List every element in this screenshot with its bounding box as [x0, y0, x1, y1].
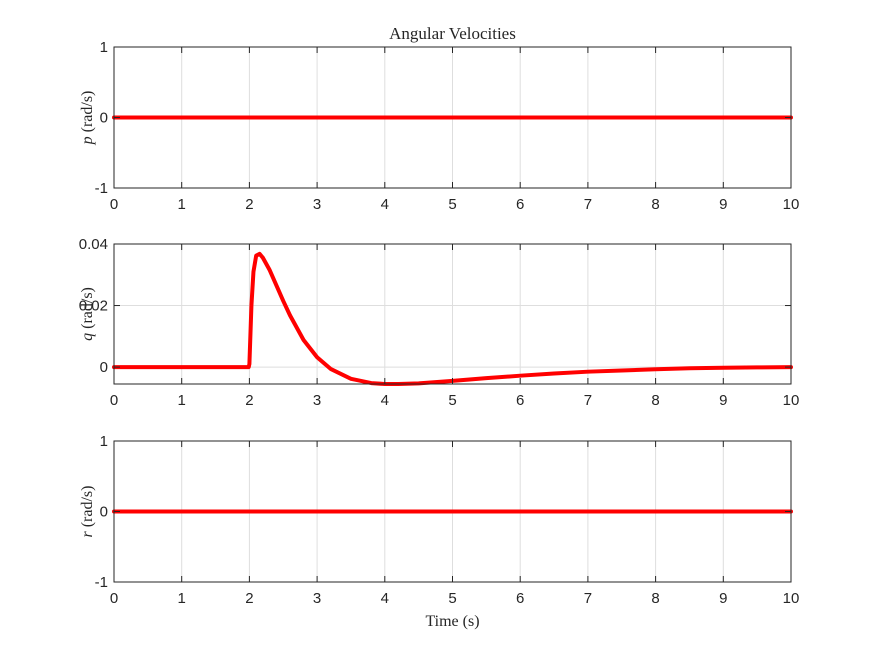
y-tick-label: 0 — [100, 504, 108, 521]
x-tick-label: 8 — [651, 392, 659, 409]
x-tick-label: 6 — [516, 590, 524, 607]
y-axis-label: r (rad/s) — [79, 486, 96, 538]
x-tick-label: 3 — [313, 392, 321, 409]
x-tick-label: 9 — [719, 590, 727, 607]
y-axis-label: q (rad/s) — [79, 287, 96, 341]
x-tick-label: 0 — [110, 590, 118, 607]
y-axis-label: p (rad/s) — [79, 91, 96, 146]
x-tick-label: 1 — [178, 392, 186, 409]
x-axis-label: Time (s) — [425, 613, 479, 630]
x-tick-label: 8 — [651, 590, 659, 607]
x-tick-label: 4 — [381, 196, 389, 213]
x-tick-label: 0 — [110, 196, 118, 213]
x-tick-label: 3 — [313, 196, 321, 213]
y-tick-label: -1 — [95, 574, 108, 591]
x-tick-label: 2 — [245, 196, 253, 213]
y-tick-label: 1 — [100, 39, 108, 56]
x-tick-label: 3 — [313, 590, 321, 607]
chart-title: Angular Velocities — [389, 24, 516, 43]
y-axis-label-unit: (rad/s) — [79, 486, 96, 532]
y-tick-label: 1 — [100, 433, 108, 450]
x-tick-label: 4 — [381, 590, 389, 607]
x-tick-label: 10 — [783, 392, 800, 409]
subplot-2: 0 1 2 3 4 5 6 7 8 9 10 0 0.02 0.04 q (rad/s) — [79, 236, 800, 409]
x-tick-label: 1 — [178, 196, 186, 213]
x-tick-label: 7 — [584, 590, 592, 607]
x-tick-label: 4 — [381, 392, 389, 409]
x-tick-label: 5 — [448, 196, 456, 213]
x-tick-label: 10 — [783, 196, 800, 213]
x-tick-label: 9 — [719, 392, 727, 409]
y-tick-label: 0 — [100, 359, 108, 376]
y-tick-label: -1 — [95, 180, 108, 197]
series-line — [112, 251, 793, 386]
x-tick-label: 8 — [651, 196, 659, 213]
x-tick-label: 6 — [516, 196, 524, 213]
y-axis-label-unit: (rad/s) — [79, 91, 96, 137]
y-axis-label-var: p — [79, 136, 96, 145]
x-tick-label: 10 — [783, 590, 800, 607]
y-tick-label: 0 — [100, 110, 108, 127]
y-axis-label-var: q — [79, 333, 96, 341]
y-tick-label: 0.04 — [79, 236, 108, 253]
x-tick-label: 6 — [516, 392, 524, 409]
x-tick-label: 7 — [584, 392, 592, 409]
y-axis-label-unit: (rad/s) — [79, 287, 96, 333]
x-tick-label: 0 — [110, 392, 118, 409]
x-tick-label: 2 — [245, 590, 253, 607]
x-tick-label: 5 — [448, 590, 456, 607]
x-tick-label: 9 — [719, 196, 727, 213]
x-tick-label: 7 — [584, 196, 592, 213]
y-tick-label: 0.02 — [79, 298, 108, 315]
y-axis-label-var: r — [79, 531, 96, 538]
x-tick-label: 1 — [178, 590, 186, 607]
x-tick-label: 2 — [245, 392, 253, 409]
x-tick-label: 5 — [448, 392, 456, 409]
